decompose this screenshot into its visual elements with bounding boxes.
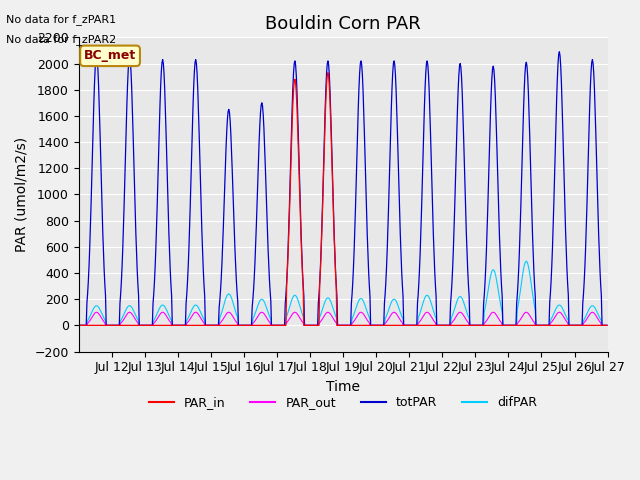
Y-axis label: PAR (umol/m2/s): PAR (umol/m2/s) [15,137,29,252]
Text: No data for f_zPAR1: No data for f_zPAR1 [6,14,116,25]
Text: BC_met: BC_met [84,49,136,62]
Title: Bouldin Corn PAR: Bouldin Corn PAR [265,15,421,33]
X-axis label: Time: Time [326,380,360,394]
Text: No data for f_zPAR2: No data for f_zPAR2 [6,34,116,45]
Legend: PAR_in, PAR_out, totPAR, difPAR: PAR_in, PAR_out, totPAR, difPAR [144,391,543,414]
